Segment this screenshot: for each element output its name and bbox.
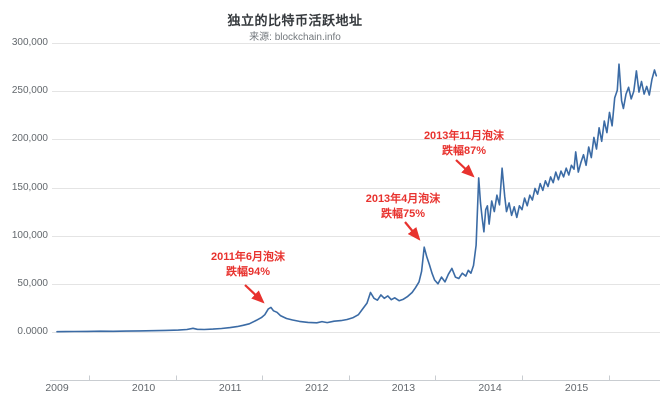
- annotation-drop-label: 跌幅75%: [380, 208, 426, 220]
- chart-title: 独立的比特币活跃地址: [227, 13, 363, 28]
- bubble-annotation: 2013年11月泡沫 跌幅87%: [384, 129, 544, 159]
- y-axis-label: 150,000: [11, 181, 48, 193]
- y-axis-label: 300,000: [11, 37, 48, 48]
- y-axis-label: 50,000: [17, 277, 48, 289]
- annotation-arrow-icon: [404, 221, 421, 241]
- annotation-drop-label: 跌幅87%: [441, 145, 487, 157]
- annotation-drop-label: 跌幅94%: [225, 266, 271, 278]
- x-axis-label: 2010: [131, 382, 156, 394]
- x-axis-label: 2014: [478, 382, 502, 394]
- annotation-arrow-icon: [244, 284, 265, 304]
- annotation-date-label: 2013年4月泡沫: [365, 193, 441, 205]
- x-axis-label: 2011: [218, 382, 242, 394]
- annotation-date-label: 2011年6月泡沫: [211, 251, 285, 263]
- x-axis-label: 2009: [45, 382, 69, 394]
- chart-subtitle: 来源: blockchain.info: [249, 32, 341, 43]
- bubble-annotation: 2013年4月泡沫 跌幅75%: [323, 192, 483, 222]
- y-axis-label: 100,000: [11, 229, 48, 241]
- x-axis-label: 2015: [564, 382, 589, 394]
- x-axis-label: 2013: [391, 382, 416, 394]
- bubble-annotation: 2011年6月泡沫 跌幅94%: [168, 250, 328, 280]
- y-axis-label: 200,000: [11, 133, 48, 145]
- x-axis-label: 2012: [305, 382, 329, 394]
- series-line-active-addresses: [56, 63, 658, 333]
- annotation-date-label: 2013年11月泡沫: [423, 130, 505, 142]
- y-axis-label: 250,000: [11, 85, 48, 97]
- annotation-arrow-icon: [455, 159, 475, 178]
- y-axis-label: 0.0000: [17, 326, 48, 337]
